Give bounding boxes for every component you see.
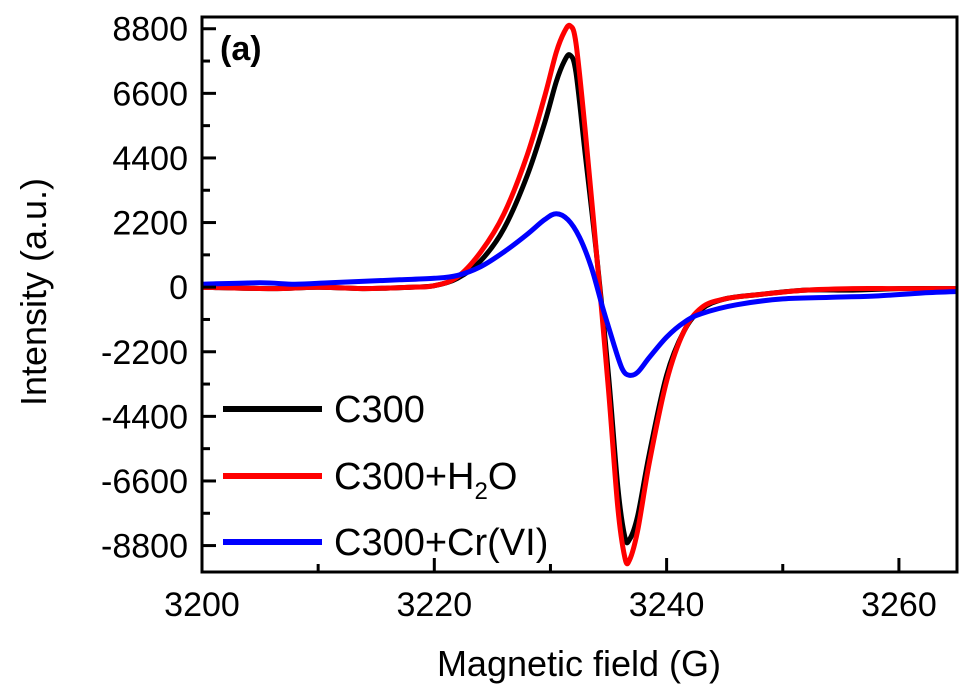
y-tick-label: 4400 — [112, 140, 188, 178]
legend-label-c300-crvi: C300+Cr(VI) — [334, 522, 548, 564]
legend-label-c300-h2o-main: C300+H — [334, 456, 474, 498]
plot-frame — [200, 15, 959, 574]
y-tick-label: 0 — [169, 269, 188, 307]
y-tick-label: 8800 — [112, 11, 188, 49]
x-axis-title: Magnetic field (G) — [437, 643, 721, 684]
legend-label-c300: C300 — [334, 389, 425, 431]
x-tick-label: 3260 — [861, 586, 937, 624]
legend-label-c300-crvi-text: C300+Cr(VI) — [334, 522, 548, 564]
y-axis-title: Intensity (a.u.) — [13, 178, 54, 406]
y-tick-label: 2200 — [112, 205, 188, 243]
y-tick-label: -2200 — [101, 334, 188, 372]
series-line-c300-h2o — [201, 22, 957, 567]
y-tick-label: -8800 — [101, 528, 188, 566]
panel-label: (a) — [220, 30, 262, 68]
legend-label-c300-h2o: C300+H2O — [334, 456, 517, 505]
x-tick-label: 3200 — [164, 586, 240, 624]
y-tick-label: -6600 — [101, 463, 188, 501]
x-tick-label: 3220 — [396, 586, 472, 624]
y-tick-label: -4400 — [101, 398, 188, 436]
legend-label-c300-text: C300 — [334, 389, 425, 431]
series-layer — [201, 22, 958, 567]
legend: C300 C300+H2O C300+Cr(VI) — [223, 389, 548, 564]
tick-layer: 3200 3220 3240 3260 8800 6600 4400 2200 0 -2200 -4… — [101, 11, 937, 624]
x-tick-label: 3240 — [629, 586, 705, 624]
legend-label-c300-h2o-subscript: 2 — [474, 478, 487, 505]
y-tick-label: 6600 — [112, 75, 188, 113]
legend-label-c300-h2o-tail: O — [488, 456, 518, 498]
series-line-c300-crvi — [201, 211, 958, 378]
